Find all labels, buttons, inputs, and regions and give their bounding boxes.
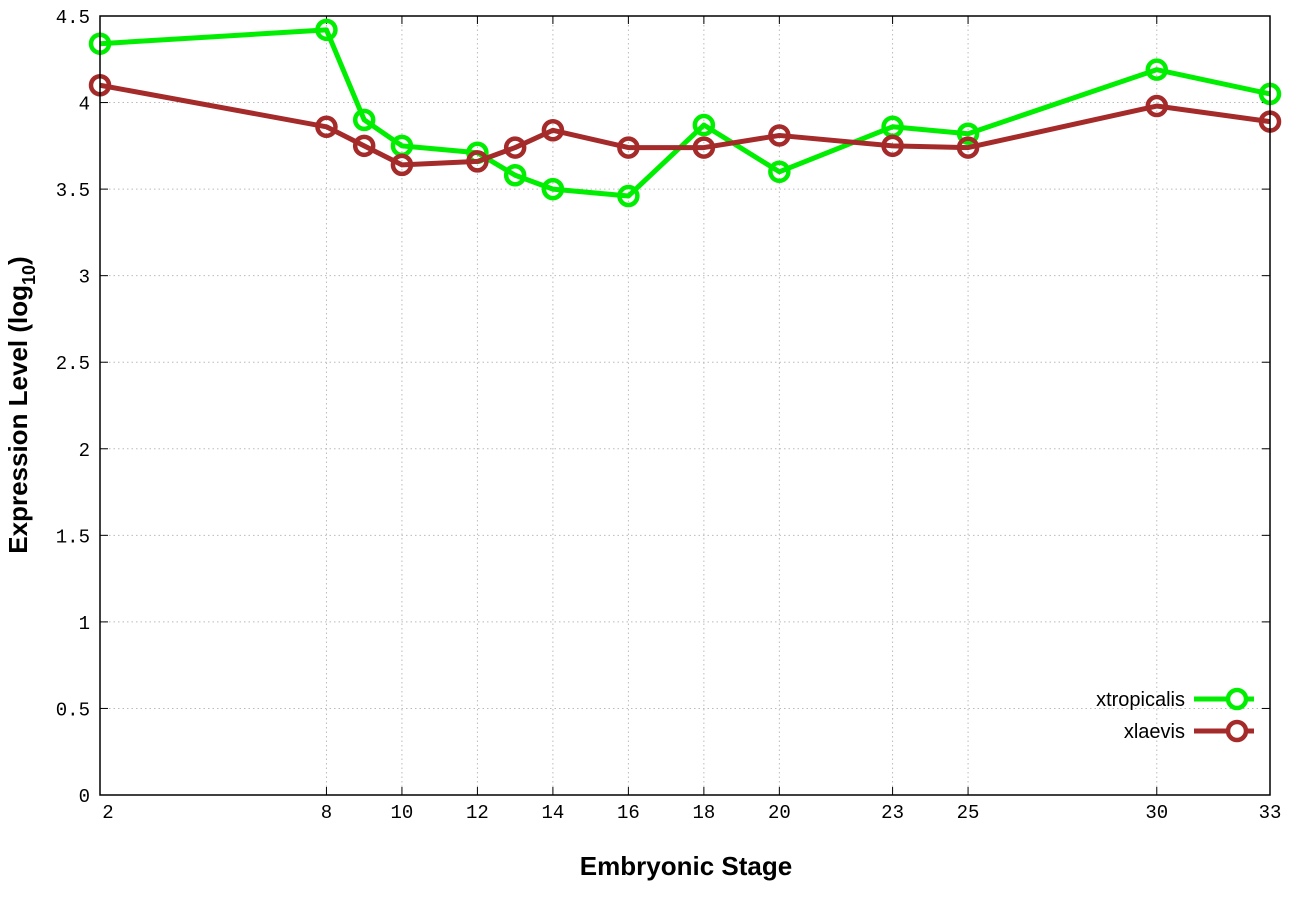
data-point — [956, 122, 980, 145]
x-tick-label: 33 — [1259, 802, 1282, 824]
legend-label: xlaevis — [1124, 721, 1185, 743]
y-tick-label: 1.5 — [56, 526, 90, 548]
data-point — [956, 136, 980, 159]
x-tick-label: 23 — [881, 802, 904, 824]
plot-frame — [99, 15, 1271, 796]
data-point — [390, 153, 414, 177]
y-tick-label: 1 — [79, 613, 90, 635]
x-tick-label: 18 — [692, 802, 715, 824]
data-point — [768, 160, 791, 184]
data-point — [466, 150, 489, 173]
data-point — [1145, 58, 1169, 81]
y-tick-label: 3 — [79, 267, 90, 289]
data-point — [881, 134, 904, 158]
x-tick-label: 16 — [617, 802, 640, 824]
x-tick-label: 25 — [957, 802, 980, 824]
data-point — [768, 124, 791, 147]
x-tick-label: 2 — [102, 802, 113, 824]
data-point — [692, 136, 716, 159]
legend-label: xtropicalis — [1096, 689, 1185, 711]
series-line — [99, 82, 1271, 168]
data-point — [692, 113, 716, 137]
grid — [100, 16, 1270, 795]
legend-marker — [1225, 687, 1249, 711]
data-point — [352, 134, 376, 158]
x-axis-label: Embryonic Stage — [580, 851, 792, 881]
series-xtropicalis — [88, 18, 1282, 208]
y-tick-label: 2 — [79, 440, 90, 462]
data-point — [503, 136, 527, 159]
y-tick-label: 3.5 — [56, 180, 90, 202]
y-tick-label: 4 — [79, 94, 90, 116]
ticks: 2 8 10 12 14 16 18 20 23 25 30 33 0 0.5 1 1.5 2 2.5 3 3.5 4 4… — [56, 7, 1282, 824]
x-tick-label: 8 — [321, 802, 332, 824]
data-point — [315, 18, 338, 42]
data-point — [503, 164, 527, 187]
data-point — [541, 119, 565, 142]
y-tick-label: 0 — [79, 786, 90, 808]
y-tick-label: 4.5 — [56, 7, 90, 29]
legend-marker — [1225, 719, 1249, 743]
data-point — [541, 177, 565, 201]
data-point — [617, 184, 640, 208]
series-line — [99, 27, 1271, 199]
x-tick-label: 12 — [466, 802, 489, 824]
y-tick-label: 0.5 — [56, 699, 90, 721]
data-point — [1145, 94, 1169, 118]
data-point — [617, 136, 640, 159]
series-layer — [88, 18, 1282, 208]
x-tick-label: 10 — [391, 802, 414, 824]
legend: xtropicalis xlaevis — [1096, 687, 1254, 743]
data-point — [315, 115, 338, 139]
y-axis-label: Expression Level (log10) — [3, 256, 39, 553]
data-point — [352, 108, 376, 132]
y-tick-label: 2.5 — [56, 353, 90, 375]
x-tick-label: 30 — [1145, 802, 1168, 824]
x-tick-label: 20 — [768, 802, 791, 824]
x-tick-label: 14 — [541, 802, 564, 824]
